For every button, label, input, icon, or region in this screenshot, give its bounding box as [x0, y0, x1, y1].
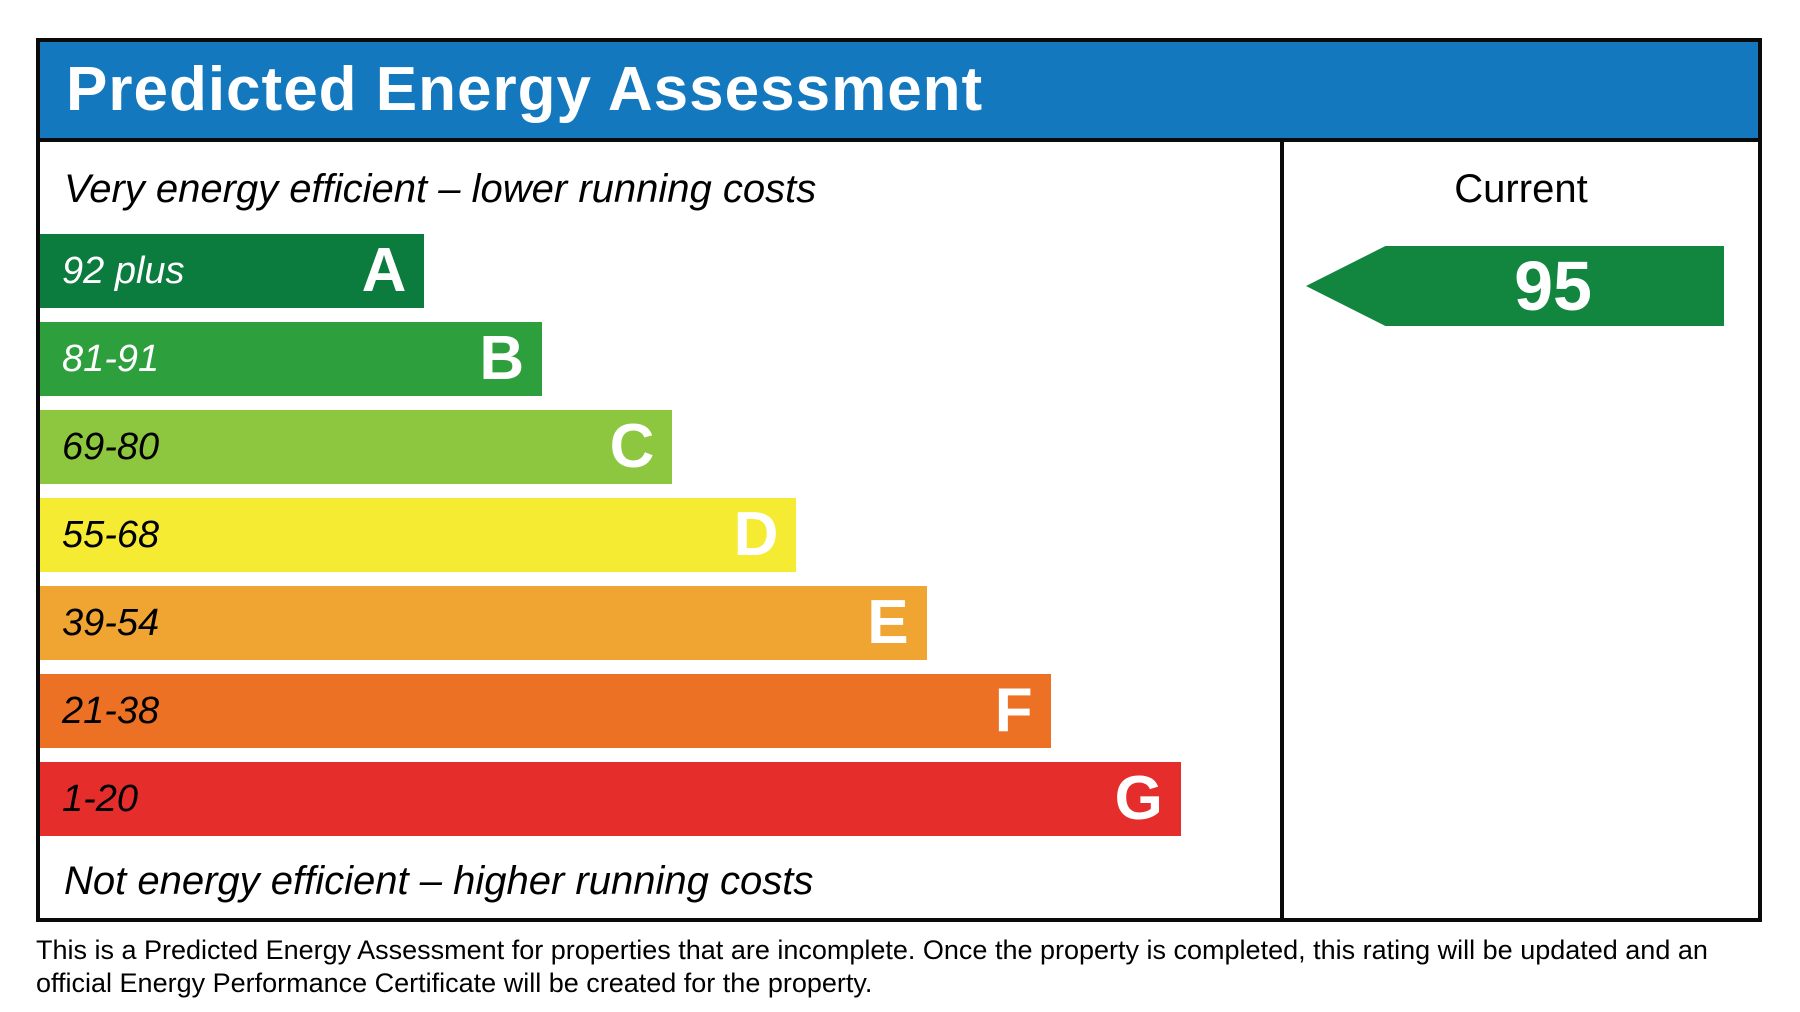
chart-content: Very energy efficient – lower running co…: [40, 142, 1758, 918]
current-column-label: Current: [1454, 167, 1588, 211]
band-row-E: 39-54 E: [40, 586, 927, 660]
band-range-label: 21-38: [62, 690, 160, 732]
band-letter: B: [479, 324, 525, 393]
band-letter: D: [733, 500, 779, 569]
band-row-B: 81-91 B: [40, 322, 543, 396]
epc-chart-box: Predicted Energy Assessment Very energy …: [36, 38, 1762, 922]
band-range-label: 1-20: [62, 778, 139, 820]
current-rating-arrow: 95: [1306, 246, 1724, 326]
chart-header: Predicted Energy Assessment: [40, 42, 1758, 142]
band-letter: E: [867, 588, 909, 657]
footnote-line-2: official Energy Performance Certificate …: [36, 968, 873, 998]
band-range-label: 92 plus: [62, 250, 185, 292]
rating-scale-panel: Very energy efficient – lower running co…: [40, 142, 1284, 918]
bottom-efficiency-label: Not energy efficient – higher running co…: [64, 859, 814, 903]
band-range-label: 69-80: [62, 426, 160, 468]
band-range-label: 81-91: [62, 338, 160, 380]
page-title: Predicted Energy Assessment: [66, 55, 984, 124]
footnote-line-1: This is a Predicted Energy Assessment fo…: [36, 935, 1708, 965]
band-letter: C: [609, 412, 655, 481]
band-letter: G: [1114, 764, 1163, 833]
footnote: This is a Predicted Energy Assessment fo…: [36, 934, 1708, 1000]
band-row-D: 55-68 D: [40, 498, 797, 572]
band-letter: F: [994, 676, 1033, 745]
current-rating-value: 95: [1514, 247, 1592, 325]
bands-list: 92 plus A 81-91 B 69-80 C 55-68 D 39-54 …: [40, 234, 1280, 836]
band-letter: A: [361, 236, 407, 305]
band-row-G: 1-20 G: [40, 762, 1181, 836]
band-range-label: 55-68: [62, 514, 160, 556]
band-row-C: 69-80 C: [40, 410, 673, 484]
band-row-A: 92 plus A: [40, 234, 425, 308]
band-row-F: 21-38 F: [40, 674, 1051, 748]
top-efficiency-label: Very energy efficient – lower running co…: [64, 167, 817, 211]
current-rating-panel: Current 95: [1284, 142, 1758, 918]
band-range-label: 39-54: [62, 602, 160, 644]
